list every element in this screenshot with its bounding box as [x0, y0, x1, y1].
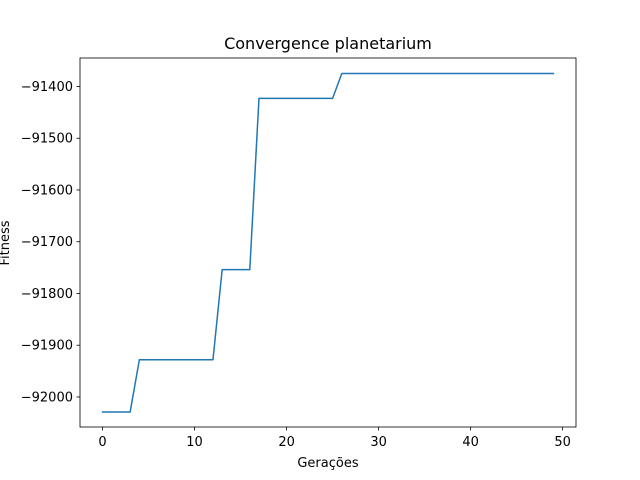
x-tick-label-10: 10: [186, 435, 203, 450]
y-axis-ticks: −91400 −91500 −91600 −91700 −91800 −91900 −920…: [21, 80, 80, 405]
x-axis-title: Gerações: [297, 456, 358, 471]
y-tick-label-91500: −91500: [21, 132, 73, 147]
plot-border: [79, 57, 577, 428]
y-tick-label-91600: −91600: [21, 183, 73, 198]
plot-area: [79, 57, 577, 428]
x-tick-label-40: 40: [462, 435, 479, 450]
y-tick-label-91900: −91900: [21, 339, 73, 354]
x-tick-label-30: 30: [370, 435, 387, 450]
y-tick-label-92000: −92000: [21, 390, 73, 405]
y-axis-title: Fitness: [0, 220, 13, 265]
chart-title: Convergence planetarium: [224, 34, 432, 53]
y-tick-label-91800: −91800: [21, 287, 73, 302]
fitness-series-line-0: [101, 72, 555, 413]
x-axis-ticks: 0 10 20 30 40 50: [98, 427, 571, 450]
y-tick-label-91400: −91400: [21, 80, 73, 95]
x-tick-label-50: 50: [554, 435, 571, 450]
plot-background: [80, 58, 576, 427]
y-tick-label-91700: −91700: [21, 235, 73, 250]
x-tick-label-20: 20: [278, 435, 295, 450]
x-tick-label-0: 0: [98, 435, 106, 450]
